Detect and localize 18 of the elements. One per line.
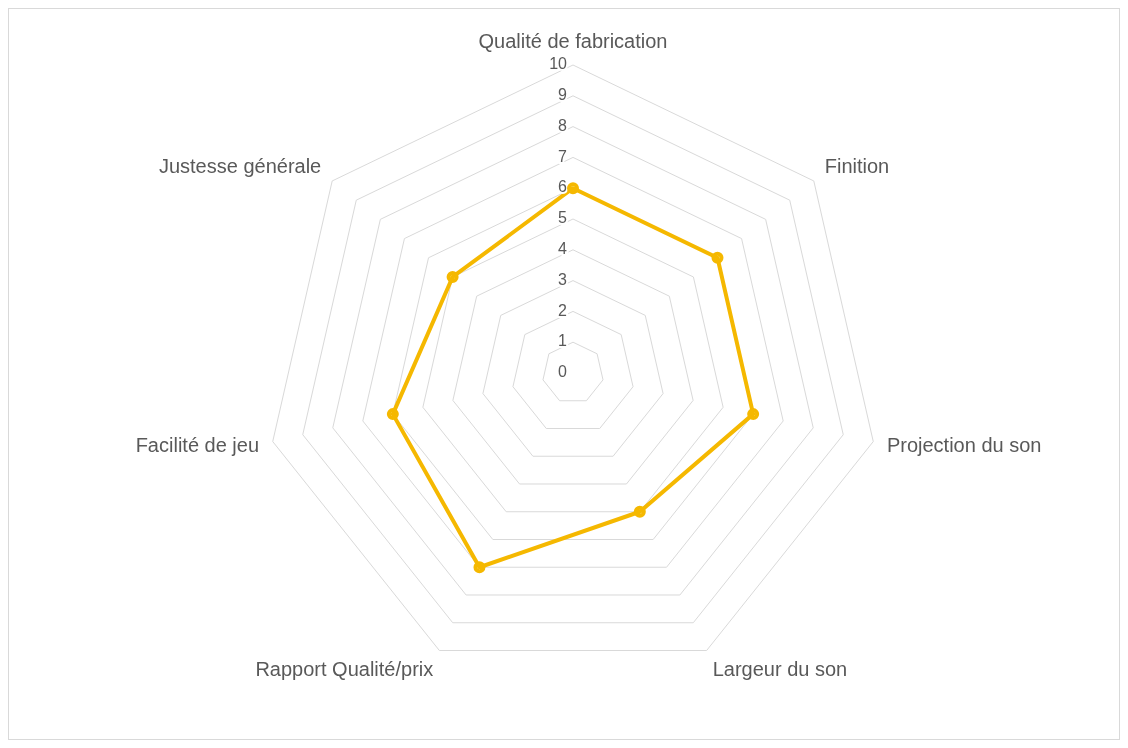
y-tick-label: 1 <box>558 332 568 350</box>
y-tick-label: 9 <box>558 86 568 104</box>
spoke-label: Facilité de jeu <box>135 433 260 456</box>
y-tick-label: 4 <box>558 240 568 258</box>
spoke-label: Rapport Qualité/prix <box>255 657 434 680</box>
y-tick-label: 6 <box>558 178 568 196</box>
spoke-label: Projection du son <box>886 433 1042 456</box>
y-tick-label: 2 <box>558 301 568 319</box>
spoke-label: Finition <box>824 154 890 177</box>
y-tick-label: 0 <box>558 363 568 381</box>
y-tick-label: 8 <box>558 116 568 134</box>
y-tick-label: 10 <box>549 55 568 73</box>
y-tick-label: 7 <box>558 147 568 165</box>
spoke-label: Justesse générale <box>158 154 322 177</box>
spoke-label: Largeur du son <box>712 657 848 680</box>
y-tick-label: 3 <box>558 270 568 288</box>
spoke-label: Qualité de fabrication <box>478 30 668 53</box>
y-tick-label: 5 <box>558 209 568 227</box>
